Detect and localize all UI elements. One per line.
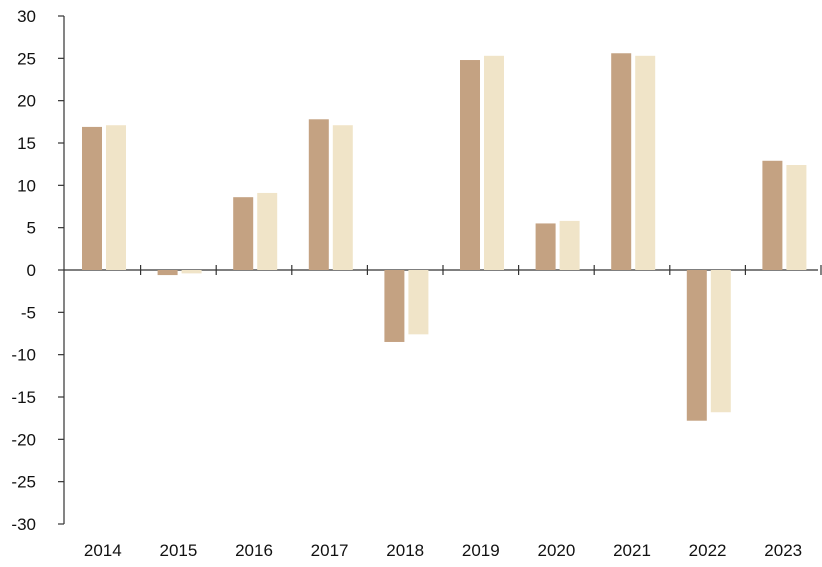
x-axis: 2014 2015 2016 2017 2018 2019 2020 2021 2022 2023 bbox=[64, 265, 822, 560]
y-tick-label: -15 bbox=[11, 388, 36, 407]
bar-series-2 bbox=[332, 125, 353, 270]
bar-series-1 bbox=[233, 197, 254, 270]
bar-series-1 bbox=[535, 223, 556, 270]
y-tick-label: -10 bbox=[11, 346, 36, 365]
bar-series-2 bbox=[635, 55, 656, 270]
bars bbox=[82, 53, 807, 421]
y-tick-label: 20 bbox=[17, 92, 36, 111]
bar-series-2 bbox=[559, 220, 580, 270]
x-tick-label: 2014 bbox=[84, 541, 122, 560]
y-tick-label: 5 bbox=[27, 219, 36, 238]
bar-series-1 bbox=[384, 270, 405, 342]
bar-series-2 bbox=[408, 270, 429, 335]
bar-series-1 bbox=[460, 60, 480, 270]
bar-series-1 bbox=[611, 53, 632, 271]
x-tick-label: 2021 bbox=[613, 541, 651, 560]
y-tick-label: 30 bbox=[17, 7, 36, 26]
x-tick-label: 2015 bbox=[159, 541, 197, 560]
y-tick-label: 0 bbox=[27, 261, 36, 280]
bar-series-2 bbox=[106, 125, 126, 270]
y-tick-label: -25 bbox=[11, 473, 36, 492]
y-tick-label: 15 bbox=[17, 134, 36, 153]
x-tick-label: 2023 bbox=[764, 541, 802, 560]
y-tick-label: 10 bbox=[17, 176, 36, 195]
x-tick-label: 2017 bbox=[311, 541, 349, 560]
x-tick-label: 2020 bbox=[537, 541, 575, 560]
x-tick-label: 2022 bbox=[689, 541, 727, 560]
bar-series-1 bbox=[157, 270, 178, 276]
x-tick-label: 2016 bbox=[235, 541, 273, 560]
y-tick-label: -30 bbox=[11, 515, 36, 534]
y-tick-label: 25 bbox=[17, 49, 36, 68]
y-axis: -30 -25 -20 -15 -10 -5 0 5 10 15 20 25 30 bbox=[11, 7, 65, 534]
x-tick-label: 2019 bbox=[462, 541, 500, 560]
y-tick-label: -5 bbox=[21, 303, 36, 322]
x-tick-label: 2018 bbox=[386, 541, 424, 560]
bar-series-2 bbox=[710, 270, 731, 413]
bar-series-1 bbox=[82, 126, 102, 270]
bar-series-2 bbox=[786, 165, 807, 270]
bar-series-2 bbox=[181, 270, 202, 274]
bar-series-1 bbox=[762, 160, 783, 270]
bar-series-1 bbox=[308, 119, 329, 270]
bar-series-2 bbox=[257, 192, 278, 270]
bar-series-2 bbox=[484, 55, 504, 270]
y-tick-label: -20 bbox=[11, 430, 36, 449]
bar-series-1 bbox=[686, 270, 707, 421]
